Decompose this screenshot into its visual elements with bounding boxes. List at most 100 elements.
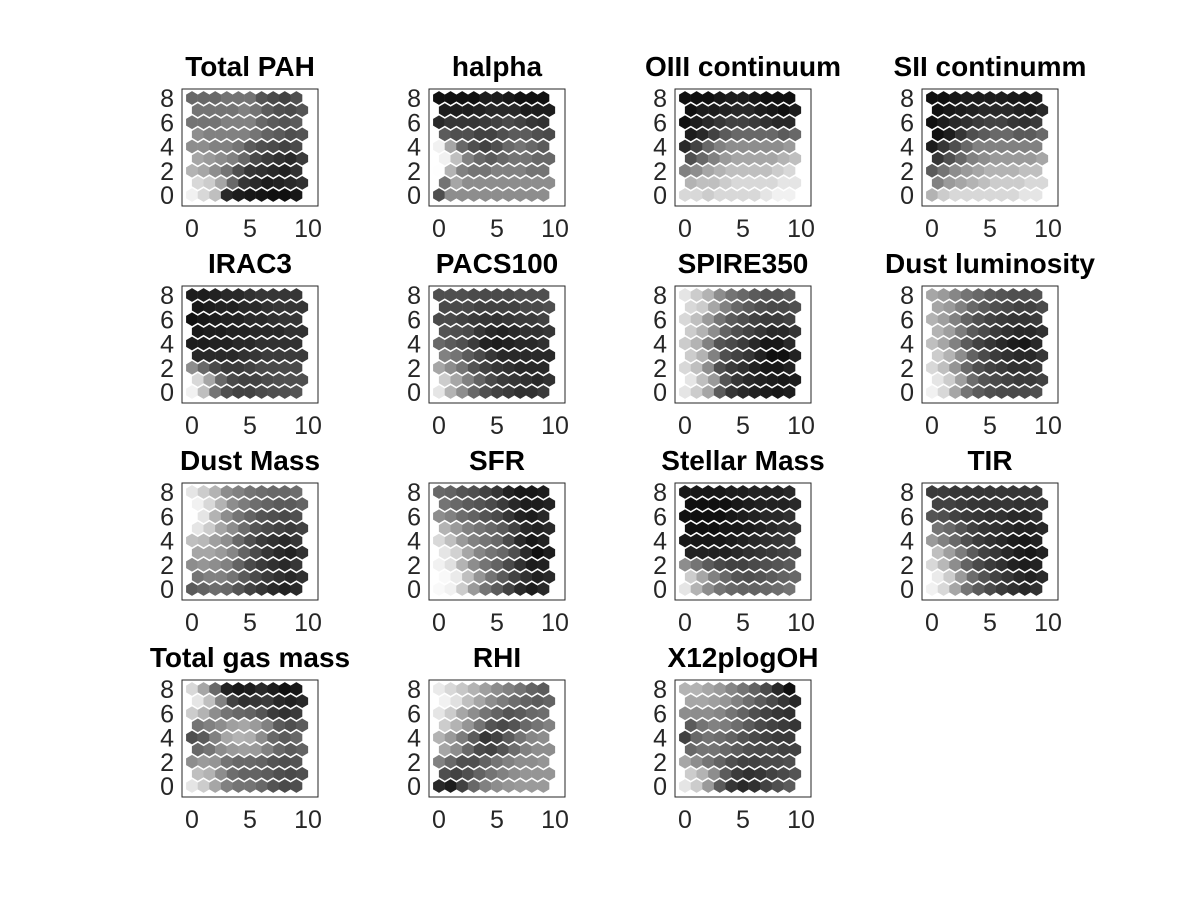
- hex-cell: [984, 336, 996, 351]
- hex-cell: [467, 360, 480, 375]
- hex-cell: [931, 545, 944, 560]
- hex-cell: [249, 521, 262, 536]
- hex-cell: [473, 300, 486, 314]
- hex-cell: [937, 336, 950, 351]
- hex-cell: [760, 754, 773, 769]
- hex-cell: [215, 176, 227, 190]
- hex-cell: [742, 742, 755, 757]
- hex-cell: [433, 312, 445, 327]
- y-tick-label: 4: [407, 725, 421, 753]
- hex-cell: [737, 385, 749, 399]
- hex-cell: [943, 324, 956, 339]
- hex-cell: [467, 754, 480, 769]
- hex-cell: [444, 557, 457, 572]
- hex-cell: [783, 163, 796, 178]
- hex-cell: [296, 767, 309, 781]
- hex-cell: [777, 694, 790, 708]
- y-tick-label: 4: [160, 134, 174, 162]
- hex-cell: [771, 336, 784, 351]
- x-tick-label: 5: [983, 609, 997, 637]
- hex-cell: [267, 754, 280, 769]
- hex-cell: [267, 385, 280, 399]
- hex-cell: [514, 91, 527, 105]
- hex-cell: [995, 91, 1008, 105]
- hex-cell: [496, 373, 509, 387]
- hex-cell: [479, 385, 492, 399]
- hex-cell: [278, 754, 291, 769]
- hex-cell: [690, 336, 703, 351]
- hex-cell: [537, 485, 550, 499]
- hex-cell: [191, 324, 204, 339]
- hex-cell: [502, 730, 515, 745]
- hex-cell: [238, 694, 251, 708]
- hex-cell: [931, 373, 944, 387]
- hex-cell: [777, 176, 790, 190]
- hex-cell: [456, 91, 469, 105]
- y-tick-label: 6: [653, 306, 667, 334]
- y-tick-label: 8: [653, 85, 667, 113]
- hex-cell: [713, 288, 726, 302]
- hex-cell: [255, 754, 268, 769]
- hex-cell: [949, 533, 962, 548]
- hex-cell: [702, 779, 715, 793]
- panel-title: PACS100: [436, 248, 558, 279]
- hex-cell: [456, 509, 469, 524]
- hex-cell: [525, 557, 538, 572]
- hex-cell: [771, 533, 784, 548]
- hex-cell: [438, 324, 451, 339]
- hex-cell: [783, 312, 796, 327]
- hex-cell: [679, 163, 691, 178]
- panel-title: Dust luminosity: [885, 248, 1095, 279]
- hex-cell: [1036, 324, 1049, 339]
- hex-cell: [1018, 115, 1031, 130]
- hex-cell: [267, 485, 280, 499]
- hex-cell: [725, 312, 738, 327]
- hex-cell: [226, 348, 239, 363]
- hex-cell: [960, 485, 973, 499]
- hex-cell: [931, 176, 944, 190]
- hex-cell: [949, 485, 962, 499]
- hex-cell: [514, 557, 527, 572]
- hex-cell: [737, 557, 749, 572]
- hex-cell: [708, 545, 720, 560]
- hex-cell: [232, 360, 245, 375]
- y-tick-label: 4: [653, 725, 667, 753]
- panel-title: SFR: [469, 445, 525, 476]
- hex-cell: [255, 336, 268, 351]
- hex-cell: [684, 767, 697, 781]
- hex-cell: [679, 288, 691, 302]
- hex-cell: [514, 582, 527, 596]
- hex-cell: [502, 163, 515, 178]
- hex-cell: [508, 521, 521, 536]
- hex-cell: [514, 288, 527, 302]
- hex-cell: [537, 533, 550, 548]
- hex-cell: [433, 336, 445, 351]
- x-tick-label: 0: [432, 412, 446, 440]
- hex-cell: [186, 754, 198, 769]
- hex-cell: [438, 176, 451, 190]
- hex-cell: [531, 324, 544, 339]
- hex-cell: [456, 754, 469, 769]
- hex-cell: [284, 521, 297, 536]
- x-tick-label: 10: [787, 215, 815, 243]
- hex-cell: [191, 373, 204, 387]
- hex-cell: [537, 385, 550, 399]
- hex-cell: [220, 557, 233, 572]
- hex-cell: [731, 694, 744, 708]
- hex-cell: [966, 348, 979, 363]
- panel-title: TIR: [967, 445, 1012, 476]
- hex-cell: [926, 312, 938, 327]
- hex-cell: [278, 582, 291, 596]
- hex-cell: [255, 312, 268, 327]
- hex-cell: [984, 582, 996, 596]
- hex-cell: [766, 127, 778, 142]
- hex-cell: [777, 373, 790, 387]
- hex-cell: [238, 545, 251, 560]
- hex-cell: [696, 324, 709, 339]
- hex-cell: [737, 336, 749, 351]
- hex-cell: [543, 497, 556, 511]
- hex-cell: [296, 570, 309, 584]
- hex-cell: [290, 706, 303, 721]
- hex-cell: [255, 360, 268, 375]
